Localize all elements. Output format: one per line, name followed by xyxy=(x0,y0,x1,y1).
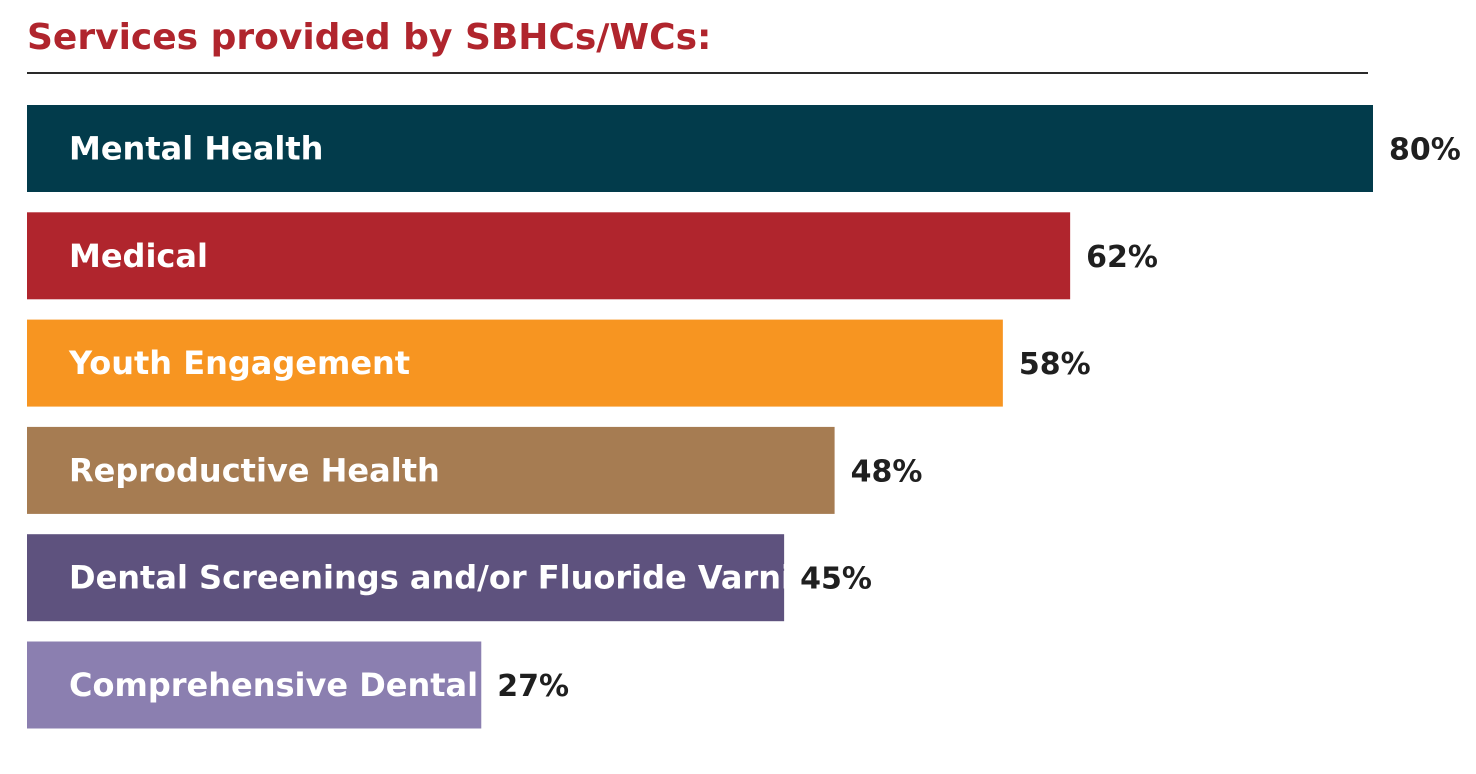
bar-category-label: Medical xyxy=(69,237,208,275)
bar-category-label: Mental Health xyxy=(69,130,323,168)
bar-reproductive-health xyxy=(27,426,835,514)
bar-value-label: 48% xyxy=(851,454,923,489)
title-divider xyxy=(27,72,1368,74)
bar-value-label: 27% xyxy=(497,669,569,704)
bar-category-label: Dental Screenings and/or Fluoride Varnis… xyxy=(69,559,834,597)
bar-medical xyxy=(27,212,1071,300)
bar-category-label: Reproductive Health xyxy=(69,451,440,489)
bar-value-label: 62% xyxy=(1086,240,1158,275)
chart-title: Services provided by SBHCs/WCs: xyxy=(27,17,712,58)
bar-mental-health xyxy=(27,105,1373,192)
bar-comprehensive-dental-care xyxy=(27,641,482,729)
bar-dental-screenings-and-or-fluoride-varnish xyxy=(27,534,785,622)
bar-category-label: Youth Engagement xyxy=(68,344,410,382)
bar-value-label: 58% xyxy=(1019,347,1091,382)
bar-value-label: 80% xyxy=(1389,133,1461,168)
bar-category-label: Comprehensive Dental Care xyxy=(69,666,572,704)
bar-value-label: 45% xyxy=(800,562,872,597)
bar-youth-engagement xyxy=(27,319,1003,407)
